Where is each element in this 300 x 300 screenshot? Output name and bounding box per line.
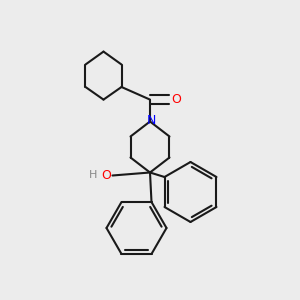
- Text: H: H: [88, 169, 97, 180]
- Text: O: O: [171, 93, 181, 106]
- Text: N: N: [147, 114, 156, 127]
- Text: O: O: [101, 169, 111, 182]
